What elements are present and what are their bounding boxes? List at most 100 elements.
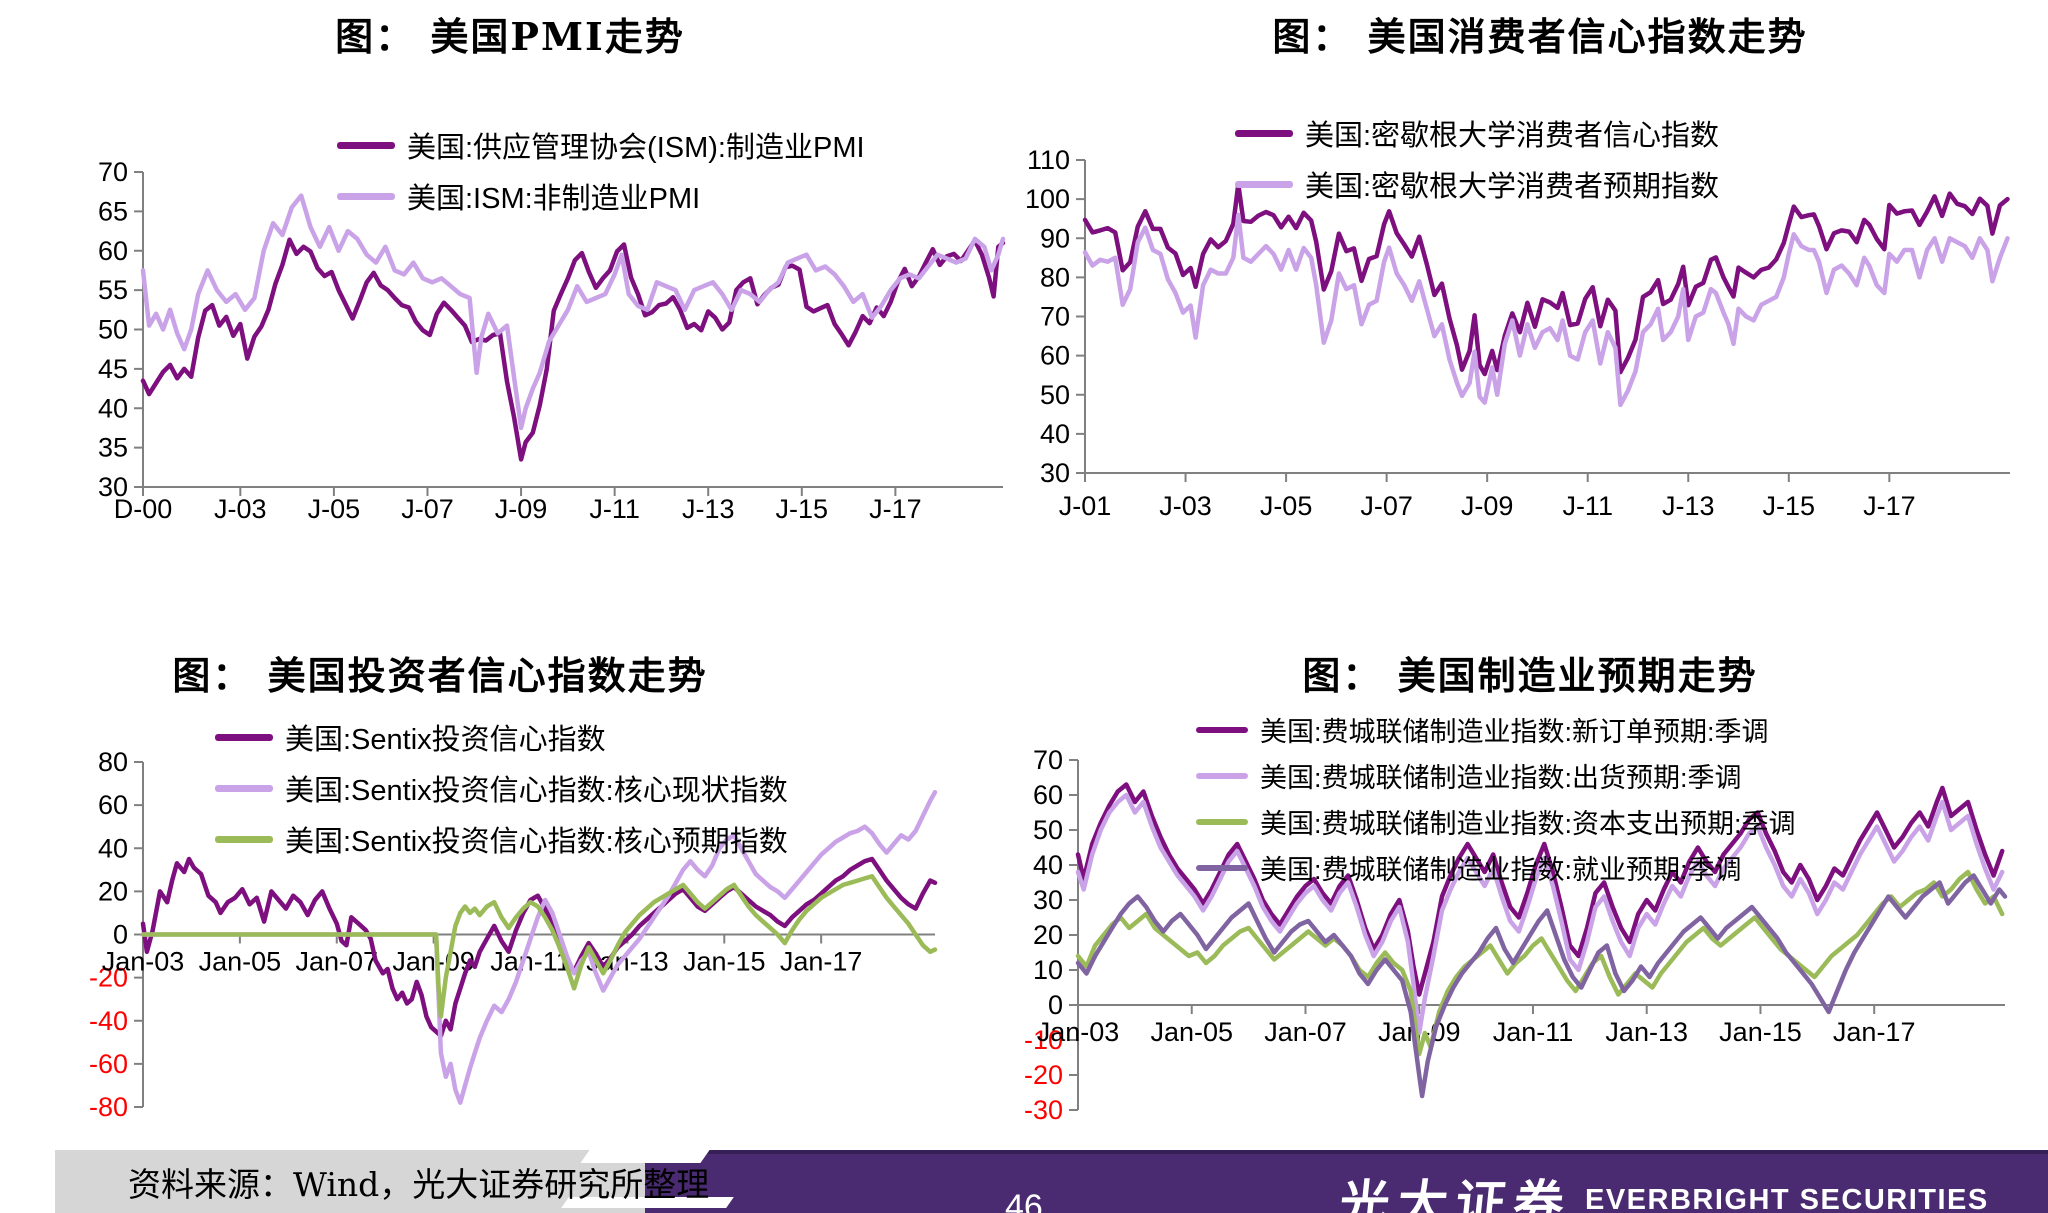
everbright-logo: 光大证券	[1336, 1174, 1575, 1213]
svg-text:J-07: J-07	[1360, 491, 1413, 521]
svg-text:J-11: J-11	[589, 494, 640, 524]
svg-text:35: 35	[98, 433, 128, 463]
svg-text:Jan-11: Jan-11	[490, 947, 571, 977]
manufacturing-expectations-line-chart: -30 -20 -10 0 10 20 30 40 50 60 70 Jan-03 Jan-05 Jan-…	[1024, 745, 2008, 1125]
svg-text:70: 70	[1040, 302, 1070, 332]
legend-item: 美国:费城联储制造业指数:就业预期:季调	[1196, 848, 1796, 887]
svg-text:60: 60	[98, 236, 128, 266]
legend-label: 美国:Sentix投资信心指数:核心预期指数	[285, 826, 788, 858]
svg-text:Jan-05: Jan-05	[199, 947, 282, 977]
legend-swatch-icon	[1196, 818, 1248, 825]
svg-text:0: 0	[1048, 990, 1063, 1020]
legend-item: 美国:费城联储制造业指数:新订单预期:季调	[1196, 710, 1796, 749]
svg-text:J-05: J-05	[308, 494, 361, 524]
legend-label: 美国:Sentix投资信心指数	[285, 724, 606, 756]
svg-text:Jan-09: Jan-09	[392, 947, 475, 977]
page-number: 46	[1005, 1188, 1043, 1213]
legend-swatch-icon	[215, 835, 273, 843]
svg-text:J-13: J-13	[1662, 491, 1715, 521]
pmi-line-chart: 30 35 40 45 50 55 60 65 70 D-00 J-03 J-05 J-07 J-09 J-…	[98, 157, 1006, 524]
footer-brand-banner	[645, 1150, 2048, 1213]
svg-text:40: 40	[1033, 850, 1063, 880]
svg-text:50: 50	[1033, 815, 1063, 845]
legend-swatch-icon	[215, 784, 273, 792]
chart-title-investor-confidence: 图： 美国投资者信心指数走势	[172, 653, 708, 698]
svg-text:J-17: J-17	[1863, 491, 1916, 521]
svg-text:90: 90	[1040, 223, 1070, 253]
svg-text:J-05: J-05	[1260, 491, 1313, 521]
investor-confidence-line-chart: -80 -60 -40 -20 0 20 40 60 80 Jan-03 Jan-05 Jan-07 J…	[89, 747, 938, 1122]
svg-text:-10: -10	[1024, 1025, 1063, 1055]
consumer-confidence-line-chart: 30 40 50 60 70 80 90 100 110 J-01 J-03 J-05 J-07 J-09…	[1025, 145, 2010, 521]
legend-swatch-icon	[1196, 772, 1248, 779]
svg-text:Jan-07: Jan-07	[1264, 1017, 1347, 1047]
svg-text:50: 50	[98, 315, 128, 345]
svg-text:20: 20	[1033, 920, 1063, 950]
everbright-logo-subtext: EVERBRIGHT SECURITIES	[1585, 1184, 1989, 1213]
legend-item: 美国:费城联储制造业指数:资本支出预期:季调	[1196, 802, 1796, 841]
legend-label: 美国:Sentix投资信心指数:核心现状指数	[285, 775, 788, 807]
svg-text:Jan-15: Jan-15	[683, 947, 766, 977]
legend-swatch-icon	[1196, 726, 1248, 733]
svg-text:J-01: J-01	[1059, 491, 1112, 521]
svg-text:Jan-17: Jan-17	[1833, 1017, 1916, 1047]
legend-swatch-icon	[1235, 180, 1293, 188]
legend-label: 美国:费城联储制造业指数:新订单预期:季调	[1260, 717, 1769, 747]
svg-text:55: 55	[98, 275, 128, 305]
svg-text:45: 45	[98, 354, 128, 384]
svg-text:10: 10	[1033, 955, 1063, 985]
legend-swatch-icon	[337, 141, 395, 149]
svg-text:J-09: J-09	[495, 494, 548, 524]
legend-swatch-icon	[1235, 129, 1293, 137]
legend-item: 美国:密歇根大学消费者预期指数	[1235, 163, 1719, 205]
svg-text:J-13: J-13	[682, 494, 735, 524]
svg-text:Jan-03: Jan-03	[1037, 1017, 1120, 1047]
svg-text:J-11: J-11	[1562, 491, 1613, 521]
legend-label: 美国:密歇根大学消费者预期指数	[1305, 171, 1720, 203]
legend-manufacturing-expectations: 美国:费城联储制造业指数:新订单预期:季调 美国:费城联储制造业指数:出货预期:季…	[1196, 710, 1796, 887]
chart-title-pmi: 图： 美国PMI走势	[335, 14, 685, 59]
svg-text:Jan-13: Jan-13	[1605, 1017, 1688, 1047]
chart-title-consumer-confidence: 图： 美国消费者信心指数走势	[1272, 14, 1808, 59]
svg-text:30: 30	[1033, 885, 1063, 915]
legend-label: 美国:密歇根大学消费者信心指数	[1305, 120, 1720, 152]
svg-text:J-09: J-09	[1461, 491, 1514, 521]
svg-text:50: 50	[1040, 380, 1070, 410]
svg-text:40: 40	[98, 393, 128, 423]
svg-text:J-17: J-17	[869, 494, 922, 524]
svg-text:-20: -20	[1024, 1060, 1063, 1090]
legend-item: 美国:密歇根大学消费者信心指数	[1235, 112, 1719, 154]
svg-text:60: 60	[1033, 780, 1063, 810]
svg-text:Jan-15: Jan-15	[1719, 1017, 1802, 1047]
svg-text:-40: -40	[89, 1006, 128, 1036]
svg-text:30: 30	[1040, 458, 1070, 488]
svg-text:J-15: J-15	[1763, 491, 1816, 521]
legend-item: 美国:供应管理协会(ISM):制造业PMI	[337, 124, 865, 166]
svg-text:-80: -80	[89, 1092, 128, 1122]
legend-investor-confidence: 美国:Sentix投资信心指数美国:Sentix投资信心指数:核心现状指数 美国:…	[215, 716, 788, 860]
svg-text:J-07: J-07	[401, 494, 454, 524]
svg-text:Jan-11: Jan-11	[1493, 1017, 1574, 1047]
svg-text:70: 70	[98, 157, 128, 187]
legend-item: 美国:费城联储制造业指数:出货预期:季调	[1196, 756, 1796, 795]
legend-pmi: 美国:供应管理协会(ISM):制造业PMI 美国:ISM:非制造业PMI	[337, 124, 865, 217]
legend-item: 美国:Sentix投资信心指数	[215, 716, 788, 758]
svg-text:80: 80	[1040, 262, 1070, 292]
svg-text:40: 40	[98, 833, 128, 863]
legend-label: 美国:费城联储制造业指数:出货预期:季调	[1260, 763, 1742, 793]
legend-swatch-icon	[1196, 864, 1248, 871]
svg-text:-20: -20	[89, 963, 128, 993]
svg-text:65: 65	[98, 196, 128, 226]
svg-text:70: 70	[1033, 745, 1063, 775]
legend-swatch-icon	[337, 192, 395, 200]
svg-text:J-03: J-03	[214, 494, 267, 524]
legend-label: 美国:费城联储制造业指数:资本支出预期:季调	[1260, 809, 1796, 839]
svg-text:20: 20	[98, 876, 128, 906]
data-source-note: 资料来源：Wind，光大证券研究所整理	[128, 1165, 710, 1204]
svg-text:40: 40	[1040, 419, 1070, 449]
svg-text:D-00: D-00	[114, 494, 173, 524]
svg-text:-60: -60	[89, 1049, 128, 1079]
svg-text:J-15: J-15	[776, 494, 829, 524]
svg-text:Jan-05: Jan-05	[1150, 1017, 1233, 1047]
